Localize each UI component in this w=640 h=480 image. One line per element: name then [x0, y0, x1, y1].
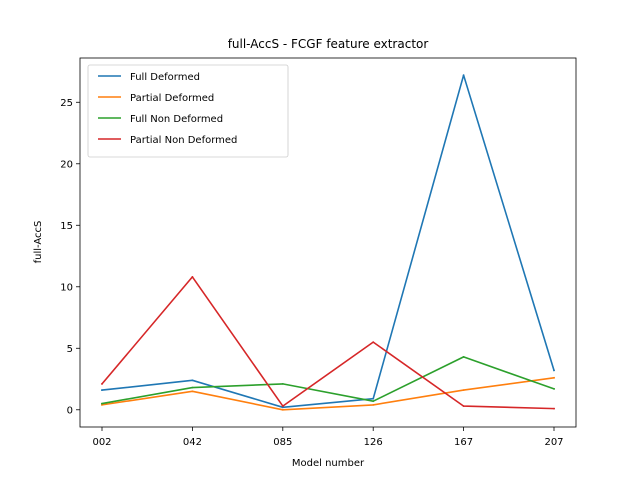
data-point [553, 407, 555, 410]
data-point [553, 388, 555, 390]
x-tick-label: 126 [364, 437, 383, 448]
series-line-4 [100, 276, 555, 410]
y-tick-label: 25 [60, 98, 73, 109]
data-point [462, 74, 465, 77]
legend-label: Full Non Deformed [130, 114, 223, 125]
chart-title: full-AccS - FCGF feature extractor [228, 37, 429, 51]
data-point [462, 389, 465, 391]
plot-area: 002 042 085 126 167 207 0 5 10 15 20 25 [60, 57, 577, 448]
data-point [281, 405, 284, 407]
x-tick-label: 207 [544, 437, 563, 448]
data-point [281, 408, 284, 411]
data-point [553, 369, 555, 372]
legend-label: Partial Non Deformed [130, 135, 237, 146]
y-tick-label: 5 [67, 344, 73, 355]
legend-label: Full Deformed [130, 72, 200, 83]
data-point [462, 405, 465, 407]
series-line-2 [101, 376, 555, 411]
x-tick-label: 042 [183, 437, 202, 448]
data-point [281, 383, 284, 385]
y-tick-label: 20 [60, 159, 73, 170]
legend: Full Deformed Partial Deformed Full Non De… [87, 64, 289, 158]
series-line-1 [101, 74, 555, 409]
data-point [191, 390, 194, 393]
series-line-3 [101, 356, 556, 405]
y-tick-label: 15 [60, 221, 73, 232]
x-tick-label: 002 [92, 437, 111, 448]
data-point [553, 376, 555, 379]
data-point [372, 404, 375, 406]
data-point [372, 397, 375, 400]
data-point [372, 400, 375, 403]
data-point [101, 383, 103, 385]
data-point [462, 356, 465, 358]
y-tick-label: 0 [67, 405, 73, 416]
x-axis-label: Model number [292, 458, 365, 469]
data-point [101, 402, 103, 405]
axes-frame [79, 57, 577, 428]
y-tick-label: 10 [60, 282, 73, 293]
data-point [191, 386, 194, 389]
y-axis-label: full-AccS [33, 221, 44, 264]
x-tick-label: 085 [273, 437, 292, 448]
data-point [372, 341, 375, 343]
legend-box [87, 64, 289, 158]
legend-label: Partial Deformed [130, 93, 214, 104]
data-point [101, 389, 103, 391]
data-point [191, 379, 194, 382]
data-point [191, 276, 194, 278]
x-tick-label: 167 [454, 437, 473, 448]
